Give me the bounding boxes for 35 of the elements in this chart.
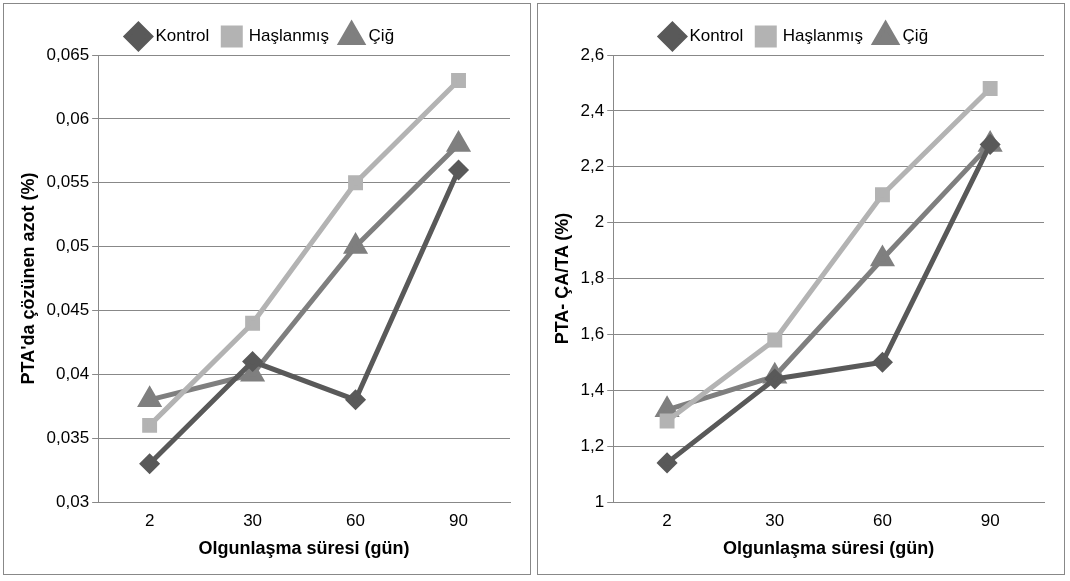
legend-label: Çiğ [368,26,395,46]
y-axis-title: PTA'da çözünen azot (%) [17,172,38,385]
y-tick-label: 1 [594,491,605,511]
x-tick-label: 2 [662,510,672,530]
y-tick-label: 2,4 [580,100,605,120]
y-tick-label: 0,065 [46,44,90,64]
legend-label: Haşlanmış [248,26,330,46]
y-axis-title: PTA- ÇA/TA (%) [551,212,572,345]
y-tick-label: 2 [594,212,605,232]
y-tick-label: 1,2 [580,435,605,455]
x-tick-label: 30 [243,510,263,530]
y-tick-label: 1,8 [580,268,605,288]
y-tick-label: 0,03 [56,491,90,511]
y-tick-label: 1,4 [580,379,605,399]
y-tick-label: 2,6 [580,44,605,64]
x-tick-label: 60 [873,510,892,530]
legend-label: Kontrol [155,26,210,46]
legend-label: Çiğ [902,26,929,46]
y-tick-label: 1,6 [580,324,605,344]
x-axis-title: Olgunlaşma süresi (gün) [723,538,935,559]
x-tick-label: 30 [765,510,785,530]
x-tick-label: 2 [144,510,155,530]
y-tick-label: 0,035 [46,427,90,447]
x-tick-label: 90 [449,510,468,530]
y-tick-label: 2,2 [580,156,605,176]
x-axis-title: Olgunlaşma süresi (gün) [198,538,410,559]
y-tick-label: 0,04 [56,363,90,383]
x-tick-label: 60 [346,510,366,530]
y-tick-label: 0,045 [46,300,90,320]
y-tick-label: 0,06 [56,108,90,128]
y-tick-label: 0,05 [56,236,90,256]
x-tick-label: 90 [980,510,1000,530]
legend-label: Haşlanmış [782,26,864,46]
legend-label: Kontrol [689,26,744,46]
y-tick-label: 0,055 [46,172,90,192]
